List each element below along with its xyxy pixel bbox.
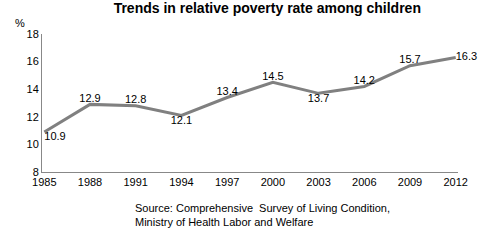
- svg-text:16: 16: [27, 55, 39, 67]
- svg-text:12.1: 12.1: [171, 114, 192, 126]
- svg-text:12.8: 12.8: [125, 93, 146, 105]
- svg-text:2000: 2000: [261, 176, 285, 188]
- svg-text:1991: 1991: [123, 176, 147, 188]
- svg-text:18: 18: [27, 28, 39, 40]
- svg-text:16.3: 16.3: [456, 50, 477, 62]
- svg-text:Trends in relative poverty rat: Trends in relative poverty rate among ch…: [114, 0, 421, 16]
- svg-text:1988: 1988: [78, 176, 102, 188]
- svg-text:14.2: 14.2: [354, 74, 375, 86]
- svg-text:2012: 2012: [443, 176, 467, 188]
- svg-text:2006: 2006: [352, 176, 376, 188]
- svg-text:13.4: 13.4: [216, 85, 237, 97]
- svg-text:%: %: [15, 17, 25, 29]
- svg-text:2003: 2003: [306, 176, 330, 188]
- svg-text:1994: 1994: [169, 176, 193, 188]
- svg-text:14: 14: [27, 83, 39, 95]
- svg-text:10: 10: [27, 138, 39, 150]
- svg-text:10.9: 10.9: [44, 130, 65, 142]
- svg-text:8: 8: [33, 166, 39, 178]
- svg-text:15.7: 15.7: [399, 53, 420, 65]
- svg-text:Source: Comprehensive Survey: Source: Comprehensive Survey of Living C…: [135, 202, 390, 228]
- svg-text:12.9: 12.9: [79, 92, 100, 104]
- svg-text:13.7: 13.7: [308, 92, 329, 104]
- svg-text:1985: 1985: [32, 176, 56, 188]
- svg-text:1997: 1997: [215, 176, 239, 188]
- svg-text:2009: 2009: [398, 176, 422, 188]
- svg-text:12: 12: [27, 111, 39, 123]
- svg-text:14.5: 14.5: [262, 70, 283, 82]
